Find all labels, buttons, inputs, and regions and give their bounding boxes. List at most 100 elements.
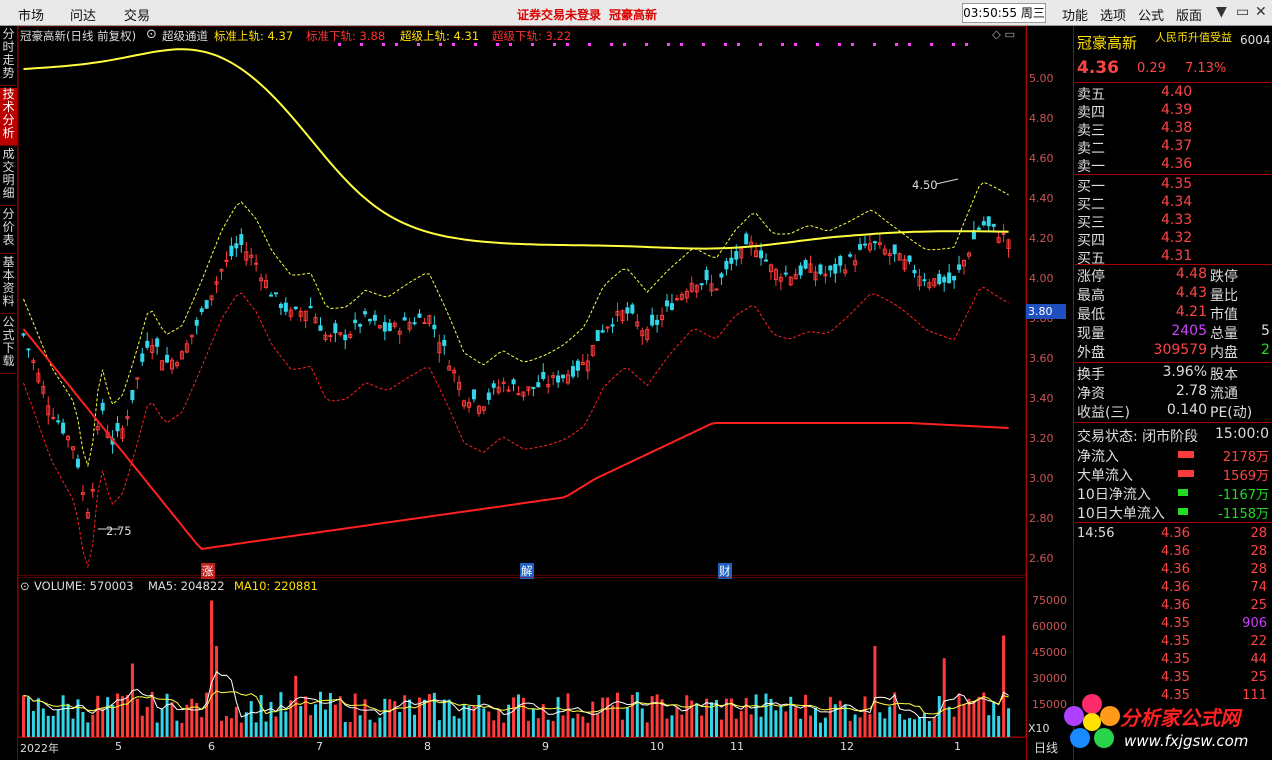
volume-toggle-icon[interactable]: ⊙ (20, 579, 30, 593)
candle-body (655, 319, 660, 325)
period-label[interactable]: 日线 (1034, 741, 1059, 755)
menu-trade[interactable]: 交易 (124, 9, 151, 24)
candle-body (402, 317, 407, 321)
volume-bar (442, 699, 446, 737)
volume-svg[interactable] (17, 576, 1027, 738)
restore-icon[interactable]: ▭ (1236, 4, 1250, 20)
flow-bar (1178, 470, 1194, 477)
volume-bar (363, 699, 367, 737)
volume-bar (284, 711, 288, 737)
volume-bar (596, 714, 600, 737)
tab-technical[interactable]: 技术分析 (0, 88, 17, 146)
menu-wenda[interactable]: 问达 (70, 9, 97, 24)
flower-logo-icon (1064, 694, 1120, 748)
candle-body (328, 335, 333, 338)
kline-chart[interactable]: 冠豪高新(日线 前复权) ⊙ 超级通道 标准上轨: 4.37 标准下轨: 3.8… (17, 25, 1027, 579)
tab-fundamentals[interactable]: 基本资料 (0, 256, 17, 314)
volume-bar (46, 715, 50, 737)
candle-body (858, 243, 863, 250)
tick-volume: 74 (1250, 580, 1267, 595)
volume-bar (512, 697, 516, 737)
volume-bar (893, 692, 897, 737)
login-warning[interactable]: 证券交易未登录 (517, 8, 602, 22)
stock-title: 冠豪高新 (609, 8, 658, 22)
volume-bar (1007, 708, 1011, 737)
candle-body (278, 303, 283, 309)
stat-label: 涨停 (1077, 269, 1105, 285)
signal-dot (645, 43, 648, 46)
ask-label: 卖四 (1077, 105, 1105, 121)
price-tick-label: 5.00 (1029, 72, 1054, 85)
candle-body (536, 382, 541, 388)
volume-bar (710, 702, 714, 737)
tab-formula-download[interactable]: 公式下载 (0, 316, 17, 374)
volume-bar (111, 704, 115, 737)
candle-body (254, 262, 259, 265)
candle-body (754, 250, 759, 258)
kline-svg[interactable] (17, 25, 1027, 577)
volume-bar (719, 719, 723, 737)
volume-bar (507, 704, 511, 737)
candle-body (625, 307, 630, 314)
close-icon[interactable]: ✕ (1255, 4, 1267, 20)
event-marker-cai[interactable]: 财 (718, 563, 732, 579)
menu-function[interactable]: 功能 (1062, 9, 1089, 24)
volume-bar (200, 717, 204, 737)
menu-market[interactable]: 市场 (18, 9, 45, 24)
volume-bar (170, 702, 174, 737)
candle-body (872, 241, 877, 244)
candle-body (838, 256, 843, 266)
volume-bar (937, 696, 941, 737)
candle-body (892, 244, 897, 255)
candle-body (476, 405, 481, 414)
flow-label: 10日大单流入 (1077, 506, 1165, 522)
signal-dot (452, 43, 455, 46)
tab-price-table[interactable]: 分价表 (0, 208, 17, 254)
menu-layout[interactable]: 版面 (1176, 9, 1203, 24)
volume-bar (833, 704, 837, 737)
candle-body (867, 243, 872, 251)
tab-trade-detail[interactable]: 成交明细 (0, 148, 17, 206)
volume-bar (913, 719, 916, 737)
volume-bar (526, 720, 530, 737)
candle-body (348, 333, 353, 338)
volume-bar (650, 696, 654, 737)
event-marker-zhang[interactable]: 涨 (201, 563, 215, 579)
volume-bar (106, 697, 110, 737)
x-label: 2022年 (20, 742, 59, 755)
volume-bar (487, 711, 491, 737)
chart-settings-icon[interactable]: ◇ ▭ (992, 27, 1016, 41)
candle-body (942, 276, 947, 283)
minimize-icon[interactable]: ▼ (1216, 4, 1227, 20)
event-marker-jie[interactable]: 解 (520, 563, 534, 579)
signal-dot (930, 43, 933, 46)
volume-bar (314, 704, 318, 737)
stat-label: 最低 (1077, 307, 1105, 323)
volume-bar (71, 718, 75, 737)
volume-value: VOLUME: 570003 (34, 579, 134, 593)
stat-label: 内盘 (1210, 345, 1238, 361)
candle-body (759, 250, 764, 259)
candle-body (778, 276, 783, 282)
candle-body (580, 361, 585, 365)
candle-body (966, 252, 971, 257)
volume-bar (695, 703, 699, 737)
volume-chart[interactable]: ⊙ VOLUME: 570003 MA5: 204822 MA10: 22088… (17, 576, 1027, 738)
candle-body (679, 293, 684, 300)
indicator-toggle-icon[interactable]: ⊙ (146, 27, 157, 42)
ask-price: 4.38 (1161, 120, 1193, 136)
candle-body (590, 345, 595, 356)
tab-intraday[interactable]: 分时走势 (0, 28, 17, 86)
volume-bar (304, 696, 308, 737)
volume-tick-label: 45000 (1032, 646, 1067, 659)
candle-body (768, 264, 773, 273)
indicator-name[interactable]: 超级通道 (162, 29, 208, 43)
divider (1075, 362, 1272, 363)
volume-bar (368, 719, 372, 737)
menu-options[interactable]: 选项 (1100, 9, 1127, 24)
volume-bar (249, 701, 253, 737)
menu-formula[interactable]: 公式 (1138, 9, 1165, 24)
candle-body (962, 259, 966, 267)
volume-bar (868, 714, 872, 737)
